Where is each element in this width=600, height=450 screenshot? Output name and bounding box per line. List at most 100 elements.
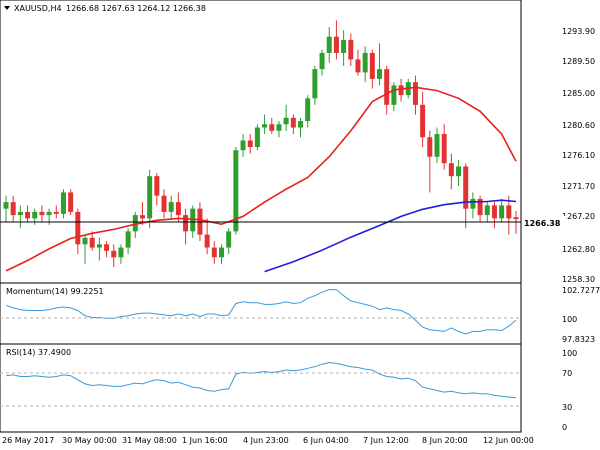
- candle-bull: [326, 36, 332, 53]
- price-axis: 1293.90 1289.50 1285.00 1280.60 1276.10 …: [562, 27, 595, 284]
- candle-bear: [161, 195, 167, 212]
- candle-bear: [25, 211, 31, 219]
- price-tick: 1258.30: [562, 275, 595, 284]
- candle-bear: [412, 82, 418, 105]
- candle-bear: [269, 124, 275, 131]
- current-price-label: 1266.38: [524, 219, 561, 228]
- candle-bull: [147, 176, 153, 219]
- candle-bull: [46, 211, 52, 216]
- candle-bull: [362, 52, 368, 73]
- time-tick: 30 May 00:00: [62, 436, 117, 445]
- momentum-tick: 97.8323: [562, 335, 595, 344]
- candle-bull: [319, 52, 325, 70]
- time-tick: 12 Jun 00:00: [483, 436, 534, 445]
- candle-bear: [384, 69, 390, 105]
- rsi-layer: [5, 362, 517, 399]
- candle-bear: [355, 59, 361, 73]
- moving-average-slow-line: [264, 199, 517, 273]
- candle-bull: [240, 140, 246, 151]
- candle-bear: [204, 234, 210, 248]
- time-tick: 26 May 2017: [2, 436, 54, 445]
- candle-bear: [175, 202, 181, 216]
- current-price-tag: [522, 216, 566, 228]
- candle-bear: [183, 215, 189, 232]
- candle-bull: [82, 237, 88, 245]
- candle-bull: [125, 231, 131, 248]
- candle-bear: [506, 205, 512, 219]
- candle-bull: [341, 39, 347, 53]
- candle-bull: [484, 205, 490, 216]
- candle-bull: [276, 124, 282, 131]
- rsi-tick: 100: [562, 349, 577, 358]
- candle-bull: [305, 98, 311, 122]
- rsi-tick: 30: [562, 403, 572, 412]
- momentum-line: [5, 289, 517, 335]
- candle-bear: [448, 163, 454, 177]
- candle-bear: [491, 205, 497, 219]
- candle-bear: [427, 137, 433, 157]
- candle-bear: [348, 39, 354, 60]
- candle-bear: [513, 217, 519, 220]
- candle-bull: [118, 247, 124, 258]
- momentum-tick: 100: [562, 315, 577, 324]
- rsi-panel-frame: [0, 343, 522, 433]
- momentum-title: Momentum(14) 99.2251: [6, 287, 104, 296]
- rsi-line: [5, 362, 517, 399]
- candle-bull: [132, 215, 138, 232]
- price-tick: 1289.50: [562, 57, 595, 66]
- time-tick: 31 May 08:00: [122, 436, 177, 445]
- momentum-panel-frame: [0, 282, 522, 345]
- candle-bull: [254, 127, 260, 147]
- candle-bull: [96, 244, 102, 248]
- price-tick: 1271.70: [562, 182, 595, 191]
- candle-bear: [441, 134, 447, 164]
- symbol-title: XAUUSD,H4: [14, 4, 62, 13]
- candle-bull: [218, 247, 224, 258]
- momentum-layer: [5, 289, 517, 335]
- candle-bear: [10, 202, 16, 216]
- candle-bull: [168, 202, 174, 212]
- candle-bear: [333, 36, 339, 53]
- candle-bull: [499, 205, 505, 219]
- candle-bull: [298, 121, 304, 128]
- candle-bull: [233, 150, 239, 232]
- candle-bull: [434, 134, 440, 157]
- candle-bear: [104, 244, 110, 251]
- price-tick: 1267.20: [562, 212, 595, 221]
- time-tick: 7 Jun 12:00: [363, 436, 409, 445]
- candle-bear: [89, 237, 95, 248]
- candle-bear: [247, 140, 253, 147]
- candle-bear: [111, 250, 117, 258]
- rsi-tick: 70: [562, 369, 572, 378]
- collapse-triangle-icon[interactable]: [4, 6, 10, 10]
- moving-average-fast-line: [5, 86, 517, 272]
- candle-bull: [226, 231, 232, 248]
- candle-bear: [53, 211, 59, 214]
- price-tick: 1285.00: [562, 89, 595, 98]
- candle-bull: [3, 202, 9, 209]
- price-tick: 1276.10: [562, 151, 595, 160]
- candle-bear: [463, 166, 469, 209]
- candle-bull: [17, 211, 23, 216]
- time-tick: 8 Jun 20:00: [422, 436, 468, 445]
- time-tick: 6 Jun 04:00: [303, 436, 349, 445]
- candle-bear: [398, 85, 404, 96]
- time-tick: 1 Jun 16:00: [182, 436, 228, 445]
- candle-bull: [262, 124, 268, 128]
- rsi-title: RSI(14) 37.4900: [6, 348, 71, 357]
- momentum-tick: 102.7277: [562, 286, 600, 295]
- candle-bull: [32, 211, 38, 219]
- time-tick: 4 Jun 23:00: [243, 436, 289, 445]
- candle-bear: [420, 104, 426, 138]
- candle-bear: [211, 247, 217, 258]
- candle-bull: [283, 117, 289, 125]
- candle-bear: [139, 215, 145, 219]
- time-axis: 26 May 2017 30 May 00:00 31 May 08:00 1 …: [2, 436, 534, 445]
- candle-bear: [290, 117, 296, 128]
- candle-bull: [60, 192, 66, 214]
- candle-bear: [154, 176, 160, 196]
- candle-bull: [391, 85, 397, 105]
- price-panel-frame: [0, 0, 522, 284]
- rsi-tick: 0: [562, 423, 567, 432]
